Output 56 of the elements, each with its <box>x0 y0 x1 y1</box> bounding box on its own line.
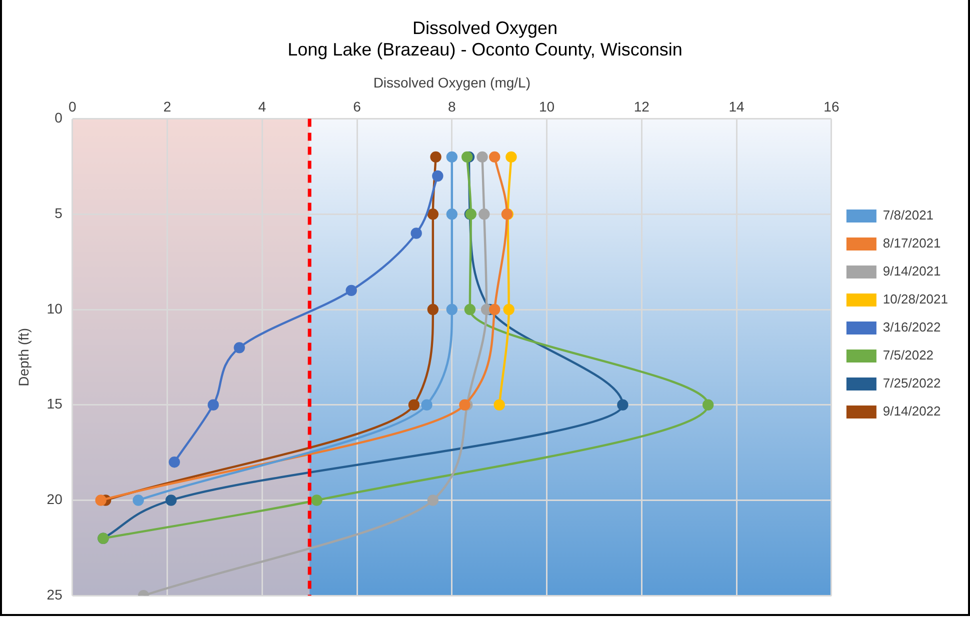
x-tick-label: 4 <box>258 98 266 114</box>
point <box>617 399 628 410</box>
legend-label: 8/17/2021 <box>882 236 941 251</box>
x-tick-label: 16 <box>824 98 840 114</box>
chart-title: Dissolved Oxygen Long Lake (Brazeau) - Oconto County, Wisconsin <box>288 18 682 60</box>
legend-label: 7/5/2022 <box>882 348 934 363</box>
y-tick-label: 5 <box>54 205 63 222</box>
x-tick-label: 14 <box>728 98 745 114</box>
point <box>427 494 439 506</box>
legend-label: 7/25/2022 <box>882 376 941 391</box>
point <box>446 208 458 220</box>
point <box>311 494 322 506</box>
point <box>432 170 444 182</box>
point <box>506 151 517 163</box>
point <box>168 456 180 468</box>
y-tick-label: 0 <box>54 110 63 126</box>
legend-label: 9/14/2021 <box>882 264 941 279</box>
point <box>489 304 500 316</box>
y-tick-label: 20 <box>46 491 63 508</box>
y-axis-title: Depth (ft) <box>15 328 32 386</box>
point <box>489 151 500 163</box>
y-tick-label: 25 <box>46 586 63 602</box>
point <box>702 399 714 410</box>
legend-label: 3/16/2022 <box>882 320 941 335</box>
point <box>459 399 470 410</box>
x-tick-label: 8 <box>448 98 456 114</box>
point <box>427 304 439 316</box>
y-tick-label: 10 <box>46 300 63 316</box>
point <box>446 304 458 316</box>
x-tick-label: 2 <box>163 98 172 114</box>
point <box>410 228 422 239</box>
legend-label: 9/14/2022 <box>882 404 941 419</box>
legend-label: 10/28/2021 <box>882 292 948 307</box>
point <box>208 399 219 410</box>
point <box>464 304 476 316</box>
point <box>165 494 177 506</box>
point <box>132 494 144 506</box>
point <box>346 284 357 296</box>
x-tick-label: 0 <box>68 98 76 114</box>
point <box>446 151 458 163</box>
point <box>476 151 488 163</box>
point <box>427 208 439 220</box>
point <box>494 399 505 410</box>
x-tick-label: 12 <box>634 98 650 114</box>
point <box>430 151 442 163</box>
point <box>503 304 514 316</box>
x-axis-title: Dissolved Oxygen (mg/L) <box>373 74 530 90</box>
point <box>234 342 245 354</box>
x-tick-label: 6 <box>353 98 362 114</box>
point <box>421 399 432 410</box>
y-tick-label: 15 <box>46 396 63 412</box>
point <box>95 494 106 506</box>
point <box>408 399 420 410</box>
point <box>478 208 490 220</box>
x-tick-label: 10 <box>539 98 555 114</box>
legend-label: 7/8/2021 <box>882 208 934 223</box>
